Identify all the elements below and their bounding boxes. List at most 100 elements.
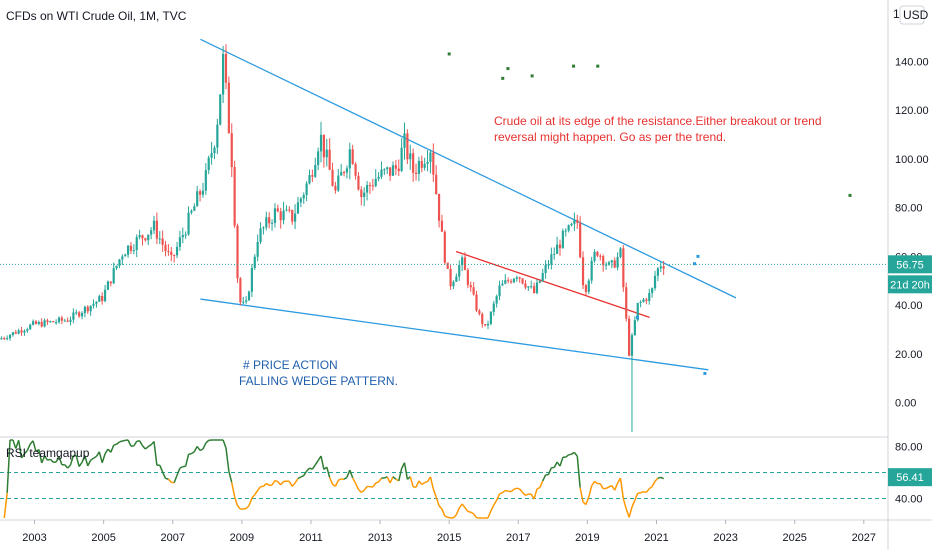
rsi-segment bbox=[430, 477, 433, 489]
rsi-segment bbox=[425, 482, 428, 483]
rsi-segment bbox=[448, 517, 451, 518]
candle-body bbox=[392, 165, 394, 176]
candle-body bbox=[573, 220, 575, 224]
rsi-segment bbox=[520, 489, 523, 493]
rsi-segment bbox=[191, 452, 194, 454]
candle-body bbox=[69, 320, 71, 322]
rsi-segment bbox=[338, 479, 341, 480]
candle-body bbox=[156, 221, 158, 239]
rsi-segment bbox=[491, 505, 494, 511]
candle-body bbox=[487, 324, 489, 325]
candle-body bbox=[130, 246, 132, 251]
rsi-tick-label: 80.00 bbox=[895, 442, 923, 454]
candle-body bbox=[386, 167, 388, 169]
rsi-segment bbox=[350, 470, 353, 478]
rsi-segment bbox=[102, 454, 105, 463]
rsi-segment bbox=[358, 489, 361, 492]
candle-body bbox=[265, 217, 267, 227]
candle-body bbox=[311, 175, 313, 177]
rsi-segment bbox=[307, 468, 310, 471]
candle-body bbox=[78, 312, 80, 316]
candle-body bbox=[35, 321, 37, 324]
rsi-segment bbox=[114, 444, 117, 445]
price-tick-label: 80.00 bbox=[895, 203, 923, 215]
candle-body bbox=[75, 312, 77, 313]
rsi-segment bbox=[632, 500, 635, 507]
chart-marker bbox=[596, 65, 599, 68]
rsi-segment bbox=[232, 482, 235, 496]
time-tick-label: 2007 bbox=[161, 532, 185, 544]
candle-body bbox=[550, 254, 552, 264]
currency-button-label[interactable]: USD bbox=[903, 8, 929, 22]
candle-body bbox=[496, 296, 498, 303]
rsi-tick-label: 40.00 bbox=[895, 494, 923, 506]
candle-body bbox=[41, 322, 43, 327]
candle-body bbox=[61, 318, 63, 321]
pattern-note-line-2: FALLING WEDGE PATTERN. bbox=[239, 374, 398, 388]
candle-body bbox=[654, 276, 656, 288]
candle-body bbox=[398, 169, 400, 171]
time-tick-label: 2025 bbox=[782, 532, 806, 544]
chart-marker bbox=[448, 52, 451, 55]
rsi-segment bbox=[361, 490, 364, 492]
candle-body bbox=[222, 54, 224, 95]
candle-body bbox=[516, 277, 518, 279]
scale-mode-label[interactable]: 1 bbox=[893, 7, 900, 21]
rsi-segment bbox=[304, 471, 307, 475]
chart-marker bbox=[848, 194, 851, 197]
candle-body bbox=[153, 221, 155, 231]
rsi-segment bbox=[166, 478, 169, 479]
rsi-segment bbox=[623, 499, 626, 509]
candle-body bbox=[337, 176, 339, 191]
rsi-segment bbox=[373, 483, 376, 487]
candle-body bbox=[326, 150, 328, 158]
candle-body bbox=[513, 279, 515, 282]
rsi-segment bbox=[68, 465, 71, 468]
candle-body bbox=[26, 329, 28, 331]
candle-body bbox=[498, 286, 500, 297]
rsi-label: RSI teamgapup bbox=[6, 446, 90, 460]
rsi-segment bbox=[615, 483, 618, 490]
candle-body bbox=[524, 284, 526, 288]
time-tick-label: 2003 bbox=[22, 532, 46, 544]
candle-body bbox=[9, 335, 11, 338]
candle-body bbox=[236, 226, 238, 279]
candle-body bbox=[58, 318, 60, 322]
rsi-segment bbox=[376, 482, 379, 483]
candle-body bbox=[493, 304, 495, 312]
price-tick-label: 0.00 bbox=[895, 398, 916, 410]
rsi-segment bbox=[321, 456, 324, 469]
candle-body bbox=[596, 252, 598, 256]
candle-body bbox=[173, 255, 175, 256]
rsi-segment bbox=[272, 481, 275, 486]
candle-body bbox=[634, 320, 636, 335]
rsi-segment bbox=[292, 483, 295, 486]
candle-body bbox=[481, 314, 483, 324]
rsi-segment bbox=[543, 475, 546, 481]
candle-body bbox=[320, 135, 322, 152]
candle-body bbox=[568, 225, 570, 230]
candle-body bbox=[208, 158, 210, 170]
rsi-segment bbox=[249, 498, 252, 506]
candle-body bbox=[84, 307, 86, 313]
chart-title: CFDs on WTI Crude Oil, 1M, TVC bbox=[6, 9, 187, 23]
candle-body bbox=[303, 195, 305, 199]
candle-body bbox=[55, 322, 57, 323]
candle-body bbox=[38, 322, 40, 324]
time-tick-label: 2027 bbox=[852, 532, 876, 544]
trendline-layer[interactable] bbox=[200, 39, 736, 369]
candle-body bbox=[401, 148, 403, 171]
rsi-segment bbox=[540, 481, 543, 488]
rsi-segment bbox=[649, 487, 652, 489]
candle-body bbox=[406, 133, 408, 159]
candle-body bbox=[107, 281, 109, 289]
chart-marker bbox=[696, 255, 699, 258]
candle-body bbox=[421, 161, 423, 168]
price-tick-label: 40.00 bbox=[895, 300, 923, 312]
rsi-segment bbox=[517, 488, 520, 489]
candle-body bbox=[562, 231, 564, 248]
time-tick-label: 2019 bbox=[575, 532, 599, 544]
rsi-segment bbox=[356, 483, 359, 489]
candle-body bbox=[141, 235, 143, 238]
